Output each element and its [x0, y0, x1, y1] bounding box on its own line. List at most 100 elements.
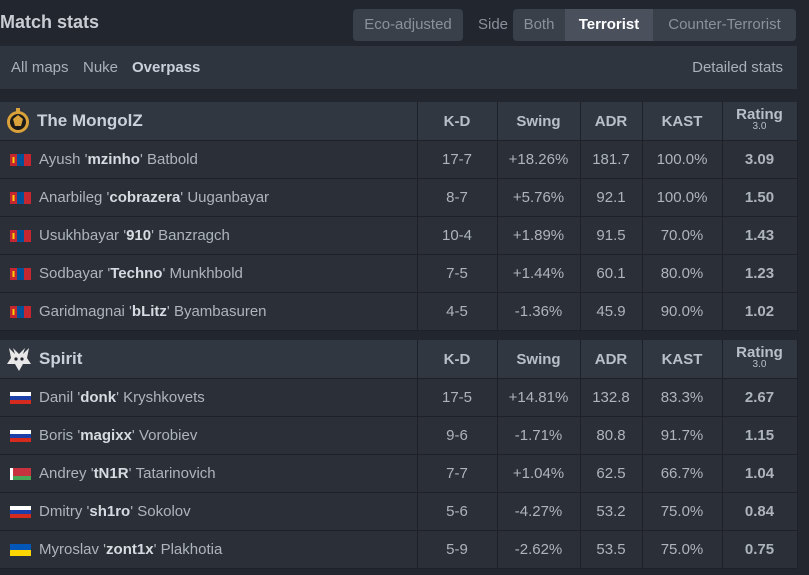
- side-selector: Both Terrorist Counter-Terrorist: [513, 9, 796, 41]
- adr-cell: 53.2: [580, 492, 643, 531]
- rating-cell: 0.75: [722, 530, 798, 569]
- team-header-row: Spirit K-D Swing ADR KAST Rating 3.0: [0, 340, 798, 379]
- player-name-cell: Danil ' donk ' Kryshkovets: [0, 378, 418, 417]
- mongolia-flag-icon: [10, 305, 31, 318]
- eco-adjusted-toggle[interactable]: Eco-adjusted: [353, 9, 463, 41]
- player-row: Ayush ' mzinho ' Batbold 17-7 +18.26% 181.7 10…: [0, 140, 798, 179]
- side-option-counter-terrorist[interactable]: Counter-Terrorist: [668, 16, 781, 33]
- swing-cell: +1.89%: [497, 216, 581, 255]
- kast-header: KAST: [642, 102, 723, 141]
- kd-cell: 10-4: [417, 216, 498, 255]
- player-row: Myroslav ' zont1x ' Plakhotia 5-9 -2.62% 53.5…: [0, 530, 798, 569]
- kd-cell: 17-7: [417, 140, 498, 179]
- detailed-stats-link[interactable]: Detailed stats: [692, 59, 783, 76]
- player-last-name[interactable]: Vorobiev: [138, 427, 198, 444]
- player-nickname[interactable]: sh1ro: [89, 503, 131, 520]
- player-name-cell: Dmitry ' sh1ro ' Sokolov: [0, 492, 418, 531]
- kast-cell: 75.0%: [642, 530, 723, 569]
- player-last-name[interactable]: Sokolov: [137, 503, 191, 520]
- swing-cell: +18.26%: [497, 140, 581, 179]
- team-header-row: The MongolZ K-D Swing ADR KAST Rating 3.0: [0, 102, 798, 141]
- mongolz-logo-icon: [7, 108, 29, 133]
- map-tab-overpass[interactable]: Overpass: [132, 59, 201, 76]
- rating-cell: 1.15: [722, 416, 798, 455]
- player-row: Danil ' donk ' Kryshkovets 17-5 +14.81% 132.8…: [0, 378, 798, 417]
- map-tab-nuke[interactable]: Nuke: [83, 59, 119, 76]
- kast-cell: 100.0%: [642, 140, 723, 179]
- player-first-name[interactable]: Danil: [39, 389, 74, 406]
- swing-cell: -1.71%: [497, 416, 581, 455]
- swing-cell: +1.04%: [497, 454, 581, 493]
- team-name[interactable]: The MongolZ: [37, 111, 143, 130]
- player-first-name[interactable]: Andrey: [39, 465, 87, 482]
- kast-cell: 75.0%: [642, 492, 723, 531]
- player-nickname[interactable]: zont1x: [106, 541, 154, 558]
- swing-cell: -4.27%: [497, 492, 581, 531]
- team-2-body: Danil ' donk ' Kryshkovets 17-5 +14.81% 132.8…: [0, 378, 798, 569]
- kast-cell: 80.0%: [642, 254, 723, 293]
- side-option-both[interactable]: Both: [523, 16, 555, 33]
- player-first-name[interactable]: Usukhbayar: [39, 227, 120, 244]
- player-nickname[interactable]: mzinho: [87, 151, 140, 168]
- player-first-name[interactable]: Sodbayar: [39, 265, 104, 282]
- player-nickname[interactable]: 910: [126, 227, 152, 244]
- team-1-body: Ayush ' mzinho ' Batbold 17-7 +18.26% 181.7 10…: [0, 140, 798, 331]
- player-name-cell: Garidmagnai ' bLitz ' Byambasuren: [0, 292, 418, 331]
- adr-cell: 132.8: [580, 378, 643, 417]
- belarus-flag-icon: [10, 467, 31, 480]
- player-last-name[interactable]: Kryshkovets: [123, 389, 205, 406]
- page-title: Match stats: [0, 12, 100, 32]
- rating-cell: 1.04: [722, 454, 798, 493]
- russia-flag-icon: [10, 505, 31, 518]
- player-last-name[interactable]: Banzragch: [158, 227, 230, 244]
- kast-cell: 91.7%: [642, 416, 723, 455]
- player-first-name[interactable]: Dmitry: [39, 503, 83, 520]
- team-name-cell: The MongolZ: [0, 102, 418, 141]
- player-last-name[interactable]: Batbold: [146, 151, 198, 168]
- rating-cell: 2.67: [722, 378, 798, 417]
- player-first-name[interactable]: Anarbileg: [39, 189, 103, 206]
- swing-cell: -1.36%: [497, 292, 581, 331]
- swing-cell: +14.81%: [497, 378, 581, 417]
- side-option-terrorist[interactable]: Terrorist: [565, 9, 653, 41]
- team-stats-table: The MongolZ K-D Swing ADR KAST Rating 3.0…: [0, 102, 798, 331]
- player-name-cell: Anarbileg ' cobrazera ' Uuganbayar: [0, 178, 418, 217]
- player-nickname[interactable]: donk: [80, 389, 117, 406]
- rating-cell: 1.02: [722, 292, 798, 331]
- team-name[interactable]: Spirit: [39, 349, 83, 368]
- player-first-name[interactable]: Myroslav: [39, 541, 100, 558]
- player-last-name[interactable]: Byambasuren: [173, 303, 267, 320]
- player-row: Boris ' magixx ' Vorobiev 9-6 -1.71% 80.8 91.7…: [0, 416, 798, 455]
- player-last-name[interactable]: Plakhotia: [160, 541, 223, 558]
- map-tab-all[interactable]: All maps: [11, 59, 69, 76]
- player-last-name[interactable]: Munkhbold: [169, 265, 243, 282]
- player-nickname[interactable]: Techno: [110, 265, 163, 282]
- player-nickname[interactable]: bLitz: [131, 303, 167, 320]
- adr-cell: 60.1: [580, 254, 643, 293]
- player-nickname[interactable]: tN1R: [93, 465, 129, 482]
- player-name-cell: Sodbayar ' Techno ' Munkhbold: [0, 254, 418, 293]
- swing-header: Swing: [497, 102, 581, 141]
- player-nickname[interactable]: magixx: [80, 427, 132, 444]
- rating-cell: 0.84: [722, 492, 798, 531]
- player-last-name[interactable]: Uuganbayar: [187, 189, 270, 206]
- kast-cell: 70.0%: [642, 216, 723, 255]
- player-name-cell: Myroslav ' zont1x ' Plakhotia: [0, 530, 418, 569]
- player-first-name[interactable]: Garidmagnai: [39, 303, 125, 320]
- kast-cell: 100.0%: [642, 178, 723, 217]
- swing-cell: +1.44%: [497, 254, 581, 293]
- player-last-name[interactable]: Tatarinovich: [135, 465, 216, 482]
- player-nickname[interactable]: cobrazera: [109, 189, 181, 206]
- kd-cell: 5-6: [417, 492, 498, 531]
- team-stats-table: Spirit K-D Swing ADR KAST Rating 3.0 Dani…: [0, 340, 798, 569]
- adr-header: ADR: [580, 340, 643, 379]
- mongolia-flag-icon: [10, 191, 31, 204]
- player-row: Sodbayar ' Techno ' Munkhbold 7-5 +1.44% 60.1…: [0, 254, 798, 293]
- adr-cell: 62.5: [580, 454, 643, 493]
- player-first-name[interactable]: Ayush: [39, 151, 81, 168]
- kd-cell: 8-7: [417, 178, 498, 217]
- player-first-name[interactable]: Boris: [39, 427, 74, 444]
- russia-flag-icon: [10, 391, 31, 404]
- player-name-cell: Boris ' magixx ' Vorobiev: [0, 416, 418, 455]
- swing-header: Swing: [497, 340, 581, 379]
